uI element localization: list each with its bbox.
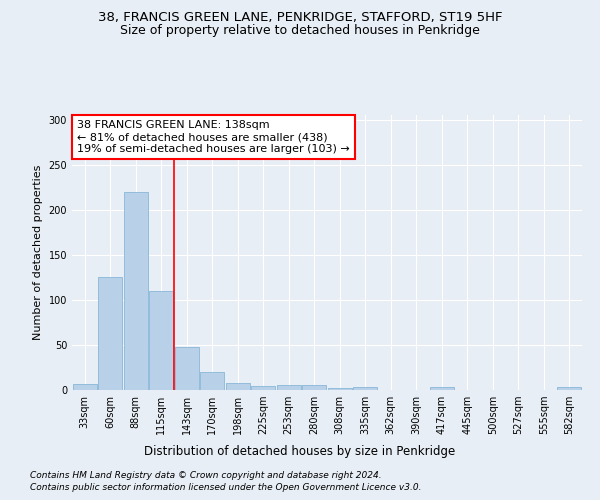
Bar bbox=[98, 278, 122, 390]
Text: Distribution of detached houses by size in Penkridge: Distribution of detached houses by size … bbox=[145, 444, 455, 458]
Bar bbox=[175, 346, 199, 390]
Bar bbox=[226, 383, 250, 390]
Text: 38 FRANCIS GREEN LANE: 138sqm
← 81% of detached houses are smaller (438)
19% of : 38 FRANCIS GREEN LANE: 138sqm ← 81% of d… bbox=[77, 120, 350, 154]
Text: Contains HM Land Registry data © Crown copyright and database right 2024.: Contains HM Land Registry data © Crown c… bbox=[30, 471, 382, 480]
Bar bbox=[73, 384, 97, 390]
Bar bbox=[328, 388, 352, 390]
Bar bbox=[124, 192, 148, 390]
Bar bbox=[277, 386, 301, 390]
Bar bbox=[353, 388, 377, 390]
Y-axis label: Number of detached properties: Number of detached properties bbox=[33, 165, 43, 340]
Text: Size of property relative to detached houses in Penkridge: Size of property relative to detached ho… bbox=[120, 24, 480, 37]
Text: Contains public sector information licensed under the Open Government Licence v3: Contains public sector information licen… bbox=[30, 484, 421, 492]
Bar bbox=[200, 372, 224, 390]
Bar bbox=[149, 291, 173, 390]
Bar bbox=[430, 388, 454, 390]
Text: 38, FRANCIS GREEN LANE, PENKRIDGE, STAFFORD, ST19 5HF: 38, FRANCIS GREEN LANE, PENKRIDGE, STAFF… bbox=[98, 11, 502, 24]
Bar bbox=[251, 386, 275, 390]
Bar bbox=[302, 386, 326, 390]
Bar bbox=[557, 388, 581, 390]
